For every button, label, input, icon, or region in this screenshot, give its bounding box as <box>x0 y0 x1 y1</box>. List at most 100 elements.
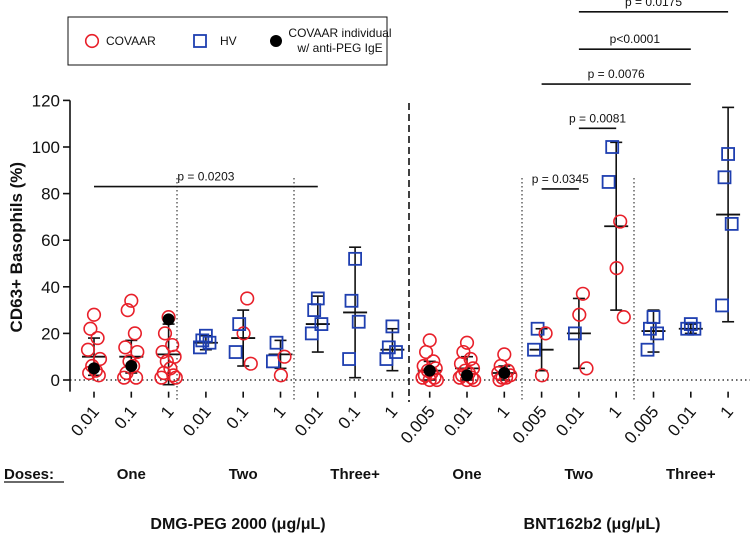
panel-title: BNT162b2 (μg/μL) <box>524 516 661 533</box>
hv-data-point <box>228 345 243 359</box>
x-tick-label: 1 <box>269 402 290 421</box>
x-tick-label: 0.1 <box>223 402 253 432</box>
x-tick-label: 1 <box>381 402 402 421</box>
x-tick-label: 0.01 <box>179 402 215 440</box>
covaar-data-point <box>572 307 587 322</box>
legend-box <box>67 16 388 66</box>
covaar-data-point <box>80 342 96 357</box>
x-tick-label: 0.01 <box>664 402 700 440</box>
x-tick-label: 0.01 <box>552 402 588 440</box>
x-tick-label: 0.01 <box>440 402 476 440</box>
hv-data-point <box>715 298 729 313</box>
covaar-data-point <box>120 303 135 318</box>
doses-label: Doses: <box>4 466 54 483</box>
hv-data-point <box>269 335 284 350</box>
legend-individual-label: COVAAR individual <box>288 26 391 40</box>
hv-data-point <box>379 352 394 366</box>
y-tick-label: 40 <box>41 278 60 297</box>
legend-covaar-marker <box>84 33 100 49</box>
y-tick-label: 80 <box>41 185 60 204</box>
covaar-data-point <box>240 291 255 306</box>
covaar-data-point <box>83 321 98 336</box>
legend-hv-marker <box>193 34 207 48</box>
p-value-label: p = 0.0081 <box>569 111 626 125</box>
covaar-data-point <box>465 361 481 376</box>
covaar-data-point <box>422 333 437 348</box>
covaar-data-point <box>429 372 445 388</box>
covaar-data-point <box>579 361 594 376</box>
p-value-label: p = 0.0203 <box>177 170 234 184</box>
hv-data-point <box>683 317 698 331</box>
legend-individual-label: w/ anti-PEG IgE <box>296 41 382 55</box>
hv-data-point <box>348 251 363 266</box>
x-tick-label: 0.005 <box>621 402 663 447</box>
anti-peg-individual-point <box>162 313 175 326</box>
legend-hv-label: HV <box>220 34 237 48</box>
hv-data-point <box>601 175 616 189</box>
hv-data-point <box>351 314 366 329</box>
hv-data-point <box>643 321 657 336</box>
hv-data-point <box>724 216 739 231</box>
covaar-data-point <box>130 344 145 360</box>
anti-peg-individual-point <box>498 367 511 380</box>
covaar-data-point <box>157 326 173 341</box>
hv-data-point <box>307 303 322 318</box>
x-tick-label: 1 <box>157 402 178 421</box>
hv-data-point <box>342 352 357 366</box>
covaar-data-point <box>90 330 105 346</box>
hv-data-point <box>314 317 329 331</box>
hv-data-point <box>568 326 582 341</box>
p-value-label: p = 0.0175 <box>625 0 682 9</box>
hv-data-point <box>650 326 664 341</box>
hv-data-point <box>232 317 247 331</box>
x-tick-label: 0.005 <box>509 402 551 447</box>
hv-data-point <box>344 293 359 308</box>
dose-group-label: Two <box>564 466 593 483</box>
covaar-data-point <box>459 335 475 350</box>
y-axis-title: CD63+ Basophils (%) <box>7 162 26 333</box>
hv-data-point <box>265 354 280 369</box>
anti-peg-individual-point <box>125 360 138 373</box>
covaar-data-point <box>538 326 553 341</box>
covaar-data-point <box>86 307 102 322</box>
covaar-data-point <box>497 347 512 362</box>
covaar-data-point <box>453 356 469 371</box>
legend-individual-marker <box>270 35 282 47</box>
dose-group-label: Three+ <box>330 466 380 483</box>
y-tick-label: 20 <box>41 324 60 343</box>
hv-data-point <box>385 319 400 334</box>
hv-data-point <box>202 335 217 350</box>
hv-data-point <box>680 321 695 336</box>
covaar-data-point <box>124 293 139 308</box>
x-tick-label: 0.005 <box>397 402 439 447</box>
covaar-data-point <box>154 370 169 385</box>
hv-data-point <box>530 321 545 336</box>
x-tick-label: 0.01 <box>67 402 103 440</box>
covaar-data-point <box>236 326 251 341</box>
hv-data-point <box>195 333 210 348</box>
covaar-data-point <box>168 370 183 385</box>
covaar-data-point <box>243 356 258 371</box>
panel-title: DMG-PEG 2000 (μg/μL) <box>150 516 325 533</box>
hv-data-point <box>717 170 732 185</box>
covaar-data-point <box>116 370 132 385</box>
y-tick-label: 0 <box>51 371 60 390</box>
hv-data-point <box>304 326 319 341</box>
p-value-label: p = 0.0076 <box>588 67 645 81</box>
x-tick-label: 1 <box>493 402 514 421</box>
hv-data-point <box>605 140 620 154</box>
p-value-label: p = 0.0345 <box>532 172 589 186</box>
covaar-data-point <box>415 370 430 385</box>
covaar-data-point <box>419 344 434 360</box>
x-tick-label: 0.1 <box>334 402 364 432</box>
y-tick-label: 120 <box>32 91 60 110</box>
hv-data-point <box>389 345 403 359</box>
covaar-data-point <box>273 368 289 383</box>
covaar-data-point <box>613 214 628 229</box>
covaar-data-point <box>118 340 133 355</box>
x-tick-label: 0.01 <box>291 402 327 440</box>
covaar-data-point <box>534 368 550 383</box>
y-tick-label: 100 <box>32 138 60 157</box>
anti-peg-individual-point <box>423 364 436 377</box>
